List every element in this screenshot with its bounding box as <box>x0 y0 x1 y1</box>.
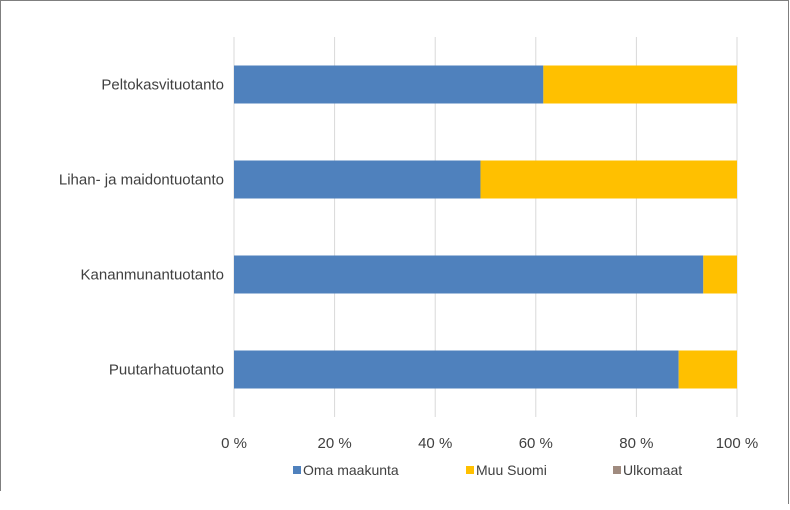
x-tick-label: 60 % <box>519 435 553 452</box>
legend-label-ulkomaat: Ulkomaat <box>623 462 682 478</box>
legend-label-oma-maakunta: Oma maakunta <box>303 462 399 478</box>
x-tick-label: 80 % <box>619 435 653 452</box>
bar-oma-maakunta-lihan-ja-maidontuotanto <box>234 160 481 199</box>
bars <box>234 65 737 389</box>
bar-muu-suomi-puutarhatuotanto <box>678 350 737 389</box>
bar-oma-maakunta-peltokasvituotanto <box>234 65 544 104</box>
category-label-peltokasvituotanto: Peltokasvituotanto <box>101 77 224 94</box>
bar-oma-maakunta-puutarhatuotanto <box>234 350 679 389</box>
legend-swatch-ulkomaat <box>613 466 621 474</box>
bar-muu-suomi-kananmunantuotanto <box>703 255 737 294</box>
legend-swatch-muu-suomi <box>466 466 474 474</box>
bar-oma-maakunta-kananmunantuotanto <box>234 255 704 294</box>
category-label-puutarhatuotanto: Puutarhatuotanto <box>109 362 224 379</box>
bar-muu-suomi-lihan-ja-maidontuotanto <box>480 160 737 199</box>
x-tick-label: 40 % <box>418 435 452 452</box>
category-label-kananmunantuotanto: Kananmunantuotanto <box>81 267 224 284</box>
category-labels: Peltokasvituotanto Lihan- ja maidontuotan… <box>59 77 224 379</box>
bar-muu-suomi-peltokasvituotanto <box>543 65 737 104</box>
x-tick-labels: 0 % 20 % 40 % 60 % 80 % 100 % <box>221 435 758 452</box>
legend-label-muu-suomi: Muu Suomi <box>476 462 547 478</box>
x-tick-label: 100 % <box>716 435 759 452</box>
x-tick-label: 0 % <box>221 435 247 452</box>
category-label-lihan-ja-maidontuotanto: Lihan- ja maidontuotanto <box>59 172 224 189</box>
legend-swatch-oma-maakunta <box>293 466 301 474</box>
legend: Oma maakunta Muu Suomi Ulkomaat <box>293 462 682 478</box>
x-tick-label: 20 % <box>317 435 351 452</box>
